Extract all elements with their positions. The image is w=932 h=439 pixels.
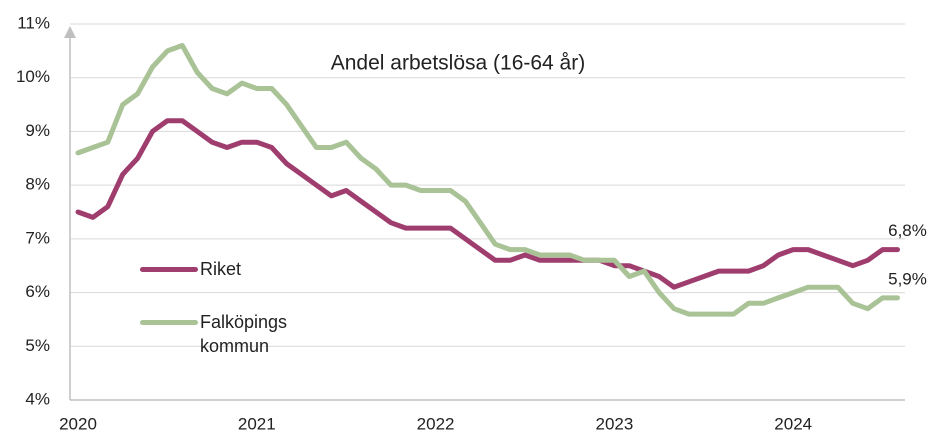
series-line [75,118,900,290]
legend-item: Falköpings kommun [140,310,310,358]
x-tick-label: 2020 [59,414,97,433]
y-tick-label: 8% [25,175,50,194]
y-tick-label: 10% [16,67,50,86]
x-tick-label: 2024 [774,414,812,433]
legend-label: Riket [200,259,242,279]
y-axis-arrow [64,26,76,38]
legend-label: Falköpings kommun [200,312,288,356]
y-tick-label: 11% [17,13,50,32]
chart-title: Andel arbetslösa (16-64 år) [331,52,585,75]
legend-swatch [140,320,198,325]
series-line [75,43,900,317]
legend-item: Riket [140,257,310,281]
y-tick-label: 4% [25,389,50,408]
y-tick-label: 7% [25,228,50,247]
x-tick-label: 2023 [595,414,633,433]
legend-swatch [140,267,198,272]
y-tick-label: 9% [25,121,50,140]
x-tick-label: 2022 [417,414,455,433]
data-label: 5,9% [888,269,927,288]
data-label: 6,8% [888,221,927,240]
x-tick-label: 2021 [238,414,276,433]
y-tick-label: 6% [25,282,50,301]
y-tick-label: 5% [25,336,50,355]
